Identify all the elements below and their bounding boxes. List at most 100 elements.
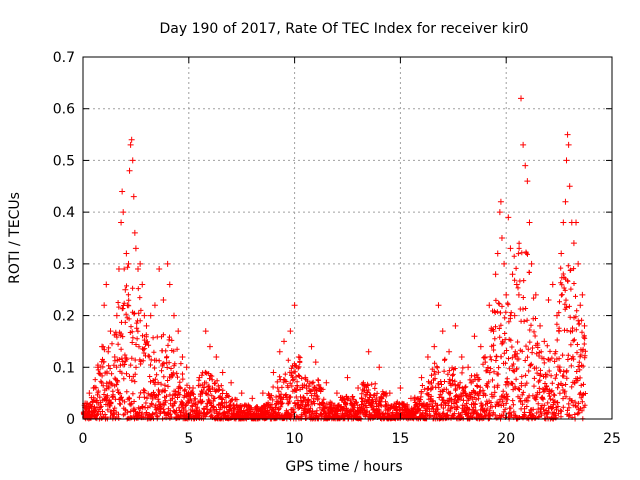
data-point — [446, 348, 453, 355]
data-point — [287, 328, 294, 335]
x-axis-label: GPS time / hours — [285, 459, 402, 475]
data-point — [471, 333, 478, 340]
data-point — [137, 260, 144, 267]
data-point — [270, 369, 277, 376]
data-point — [492, 271, 499, 278]
data-point — [127, 141, 134, 148]
data-point — [219, 369, 226, 376]
data-point — [490, 328, 497, 335]
data-point — [103, 281, 110, 288]
data-point — [344, 374, 351, 381]
data-point — [99, 343, 106, 350]
data-point — [170, 312, 177, 319]
data-point — [206, 343, 213, 350]
data-point — [560, 219, 567, 226]
data-point — [524, 178, 531, 185]
data-point — [183, 364, 190, 371]
data-point — [119, 188, 126, 195]
plot-frame — [82, 56, 613, 420]
data-point — [522, 162, 529, 169]
data-point — [129, 157, 136, 164]
data-point — [482, 353, 489, 360]
data-point — [141, 312, 148, 319]
data-point — [465, 364, 472, 371]
data-point — [496, 209, 503, 216]
data-point — [520, 141, 527, 148]
data-point — [166, 281, 173, 288]
data-point — [418, 374, 425, 381]
data-point — [90, 384, 97, 391]
data-point — [545, 297, 552, 304]
data-point — [518, 95, 525, 102]
data-point — [532, 291, 539, 298]
data-point — [494, 250, 501, 257]
data-point — [259, 390, 266, 397]
data-point — [549, 281, 556, 288]
data-point — [365, 348, 372, 355]
data-point — [503, 291, 510, 298]
data-point — [537, 322, 544, 329]
data-point — [125, 260, 132, 267]
y-tick-label: 0.6 — [53, 102, 75, 118]
data-point — [513, 281, 520, 288]
data-point — [376, 364, 383, 371]
data-point — [407, 395, 414, 402]
data-point — [526, 219, 533, 226]
data-point — [130, 193, 137, 200]
data-point — [107, 328, 114, 335]
data-point — [498, 235, 505, 241]
axis-ticks: 0 5 10 15 20 25 0 0.1 0.2 0.3 0.4 0.5 0.6 0.7 — [53, 50, 621, 447]
data-point — [333, 390, 340, 397]
data-point — [151, 302, 158, 309]
x-tick-label: 15 — [391, 431, 409, 447]
data-point — [128, 136, 135, 143]
data-point — [122, 286, 129, 293]
data-point — [579, 291, 586, 298]
data-point — [118, 219, 125, 226]
data-point — [94, 364, 101, 371]
data-point — [577, 302, 584, 309]
data-point — [291, 302, 298, 309]
data-point — [276, 348, 283, 355]
data-point — [160, 297, 167, 304]
y-tick-label: 0.5 — [53, 153, 75, 169]
data-point — [486, 302, 493, 309]
data-point — [101, 302, 108, 309]
data-point — [452, 322, 459, 329]
data-point — [515, 291, 522, 298]
data-point — [135, 266, 142, 273]
data-point — [507, 245, 514, 252]
data-point — [86, 390, 93, 397]
data-point — [556, 328, 563, 335]
data-point — [113, 312, 120, 319]
data-point — [124, 302, 131, 309]
x-tick-label: 10 — [286, 431, 304, 447]
data-point — [131, 229, 138, 236]
y-tick-label: 0 — [66, 412, 75, 428]
data-point — [111, 353, 118, 360]
data-point — [147, 312, 154, 319]
data-point — [431, 343, 438, 350]
data-point — [196, 374, 203, 381]
data-point — [439, 328, 446, 335]
data-point — [566, 183, 573, 190]
data-point — [126, 167, 133, 174]
data-point — [281, 338, 288, 345]
data-point — [249, 395, 256, 402]
data-point — [120, 209, 127, 216]
x-tick-label: 5 — [184, 431, 193, 447]
data-point — [308, 343, 315, 350]
data-point — [190, 384, 197, 391]
data-point — [564, 131, 571, 138]
data-point — [575, 260, 582, 267]
data-points — [82, 95, 588, 407]
data-point — [132, 245, 139, 252]
data-point — [563, 157, 570, 164]
data-point — [202, 328, 209, 335]
data-point — [435, 302, 442, 309]
y-axis-label: ROTI / TECUs — [7, 192, 23, 284]
data-point — [386, 390, 393, 397]
dense-scatter-band — [80, 240, 588, 422]
data-point — [312, 359, 319, 366]
x-tick-label: 0 — [79, 431, 88, 447]
